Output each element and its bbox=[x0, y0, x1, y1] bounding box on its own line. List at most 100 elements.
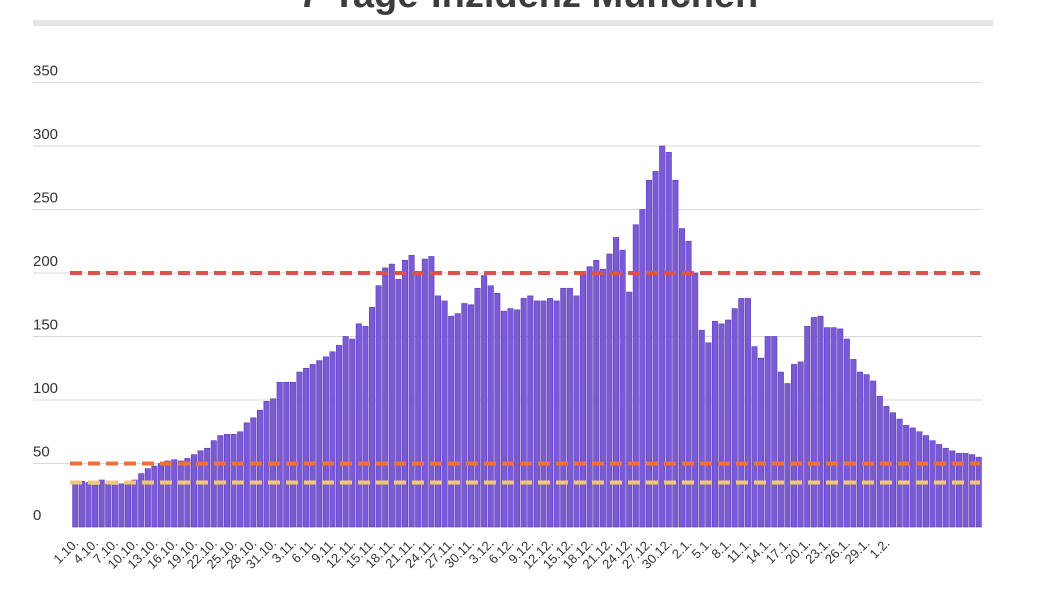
x-axis-labels: 1.10.4.10.7.10.10.10.13.10.16.10.19.10.2… bbox=[50, 536, 892, 572]
bar bbox=[144, 468, 151, 528]
bar bbox=[283, 381, 290, 528]
bar bbox=[738, 298, 745, 528]
bar bbox=[204, 447, 211, 528]
bar bbox=[177, 460, 184, 528]
bar bbox=[606, 253, 613, 528]
bar bbox=[777, 371, 784, 528]
bar bbox=[718, 323, 725, 528]
bar bbox=[593, 259, 600, 528]
bar bbox=[817, 315, 824, 528]
x-tick-label: 1.2. bbox=[867, 536, 893, 562]
chart-title: 7-Tage-Inzidenz München bbox=[0, 0, 1057, 17]
bar bbox=[197, 450, 204, 528]
bar bbox=[560, 287, 567, 528]
bar bbox=[632, 224, 639, 528]
bar bbox=[461, 303, 468, 528]
bar bbox=[527, 295, 534, 528]
bar bbox=[520, 298, 527, 528]
bar bbox=[78, 480, 85, 528]
bar bbox=[626, 291, 633, 528]
bar bbox=[494, 293, 501, 528]
bar bbox=[580, 272, 587, 528]
bar bbox=[969, 454, 976, 528]
bar bbox=[540, 300, 547, 528]
bar bbox=[362, 326, 369, 528]
bar bbox=[118, 483, 125, 528]
bar bbox=[758, 357, 765, 528]
bar bbox=[916, 431, 923, 528]
y-tick-label: 300 bbox=[33, 126, 58, 143]
bar bbox=[619, 249, 626, 528]
bar bbox=[336, 345, 343, 528]
bar bbox=[158, 463, 165, 528]
bar bbox=[613, 237, 620, 528]
bar bbox=[250, 417, 257, 528]
bar bbox=[678, 228, 685, 528]
bar bbox=[441, 300, 448, 528]
bar bbox=[692, 272, 699, 528]
bar bbox=[408, 254, 415, 528]
bar bbox=[843, 338, 850, 528]
bar bbox=[256, 409, 263, 528]
y-tick-label: 150 bbox=[33, 317, 58, 334]
bar bbox=[744, 298, 751, 528]
bar bbox=[296, 371, 303, 528]
bar bbox=[599, 268, 606, 528]
bar bbox=[784, 383, 791, 528]
bar bbox=[349, 338, 356, 528]
bar bbox=[791, 364, 798, 528]
bar bbox=[388, 263, 395, 528]
bar bbox=[428, 256, 435, 528]
bar bbox=[184, 458, 191, 528]
bar bbox=[355, 323, 362, 528]
bar bbox=[586, 266, 593, 528]
bar bbox=[764, 336, 771, 528]
bar bbox=[942, 447, 949, 528]
bar bbox=[725, 319, 732, 528]
y-tick-label: 100 bbox=[33, 380, 58, 397]
y-tick-label: 50 bbox=[33, 444, 50, 461]
bar bbox=[870, 380, 877, 528]
bar bbox=[665, 152, 672, 528]
bar bbox=[698, 329, 705, 528]
bar bbox=[309, 364, 316, 528]
bar bbox=[243, 422, 250, 528]
bars bbox=[72, 145, 982, 528]
bar bbox=[553, 300, 560, 528]
bar bbox=[672, 179, 679, 528]
bar bbox=[804, 326, 811, 528]
bar bbox=[98, 479, 105, 528]
bar bbox=[500, 310, 507, 528]
bar bbox=[830, 327, 837, 528]
bar bbox=[949, 450, 956, 528]
bar bbox=[896, 418, 903, 528]
bar bbox=[797, 361, 804, 528]
bar bbox=[850, 359, 857, 528]
bar bbox=[659, 145, 666, 528]
bar bbox=[533, 300, 540, 528]
bar bbox=[514, 309, 521, 528]
bar bbox=[85, 482, 92, 528]
bar bbox=[105, 483, 112, 528]
bar bbox=[72, 482, 79, 528]
bar bbox=[316, 360, 323, 528]
bar bbox=[434, 295, 441, 528]
bar bbox=[190, 454, 197, 528]
bar bbox=[474, 287, 481, 528]
bar bbox=[448, 315, 455, 528]
bar bbox=[421, 258, 428, 528]
bar bbox=[711, 320, 718, 528]
bar bbox=[395, 279, 402, 528]
y-tick-label: 250 bbox=[33, 190, 58, 207]
bar bbox=[566, 287, 573, 528]
bar bbox=[342, 336, 349, 528]
bar bbox=[645, 179, 652, 528]
bar bbox=[824, 327, 831, 528]
bar bbox=[685, 240, 692, 528]
bar bbox=[889, 412, 896, 528]
bar bbox=[837, 328, 844, 528]
bar bbox=[369, 306, 376, 528]
bar bbox=[164, 460, 171, 528]
bar bbox=[975, 456, 982, 528]
